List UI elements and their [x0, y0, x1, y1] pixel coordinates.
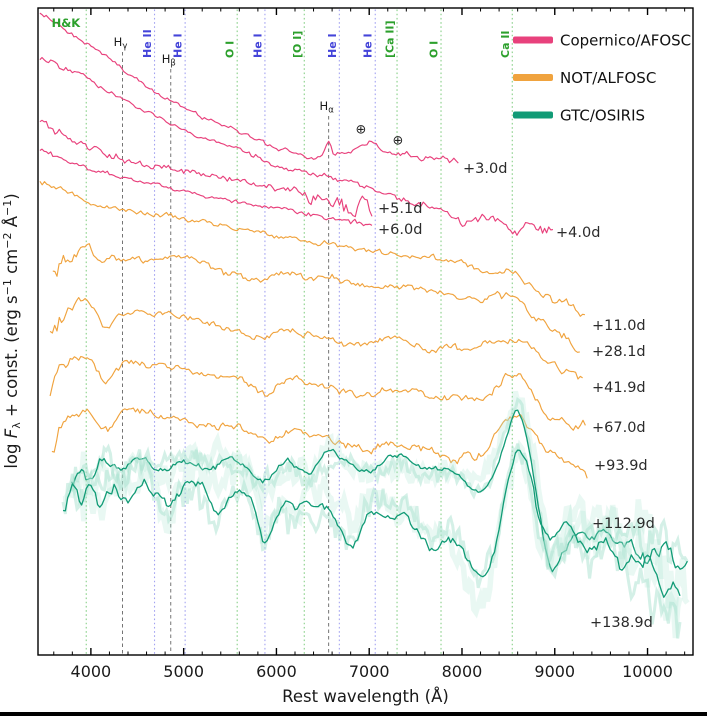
line-label-O I: O I — [428, 41, 441, 58]
spectrum-halo-wide-+112.9d — [68, 390, 690, 618]
spectral-line-markers-group — [85, 9, 513, 654]
y-axis-label-part: log — [2, 438, 21, 468]
y-axis-label-part: + const. (erg s — [2, 295, 21, 422]
legend-label-NOT/ALFOSC: NOT/ALFOSC — [560, 69, 656, 87]
spectrum-+3.0d — [39, 12, 459, 164]
spectrum-+28.1d — [52, 243, 580, 353]
legend-swatch-GTC/OSIRIS — [513, 111, 553, 119]
legend-label-GTC/OSIRIS: GTC/OSIRIS — [560, 107, 645, 125]
phase-label-+28.1d: +28.1d — [592, 344, 646, 360]
line-label-Ca II: Ca II — [499, 30, 512, 58]
y-axis-label-part: Å — [2, 215, 21, 232]
phase-label-+67.0d: +67.0d — [592, 420, 646, 436]
spectrum-+138.9d — [62, 449, 681, 598]
line-label-main: H — [114, 35, 123, 49]
x-tick-label: 9000 — [534, 662, 575, 681]
spectrum-+93.9d — [51, 407, 588, 479]
spectrum-+6.0d — [39, 148, 373, 227]
legend-swatch-Copernico/AFOSC — [513, 36, 553, 44]
line-label-sub: β — [170, 59, 175, 69]
spectrum-+41.9d — [49, 297, 583, 380]
x-axis-label: Rest wavelength (Å) — [282, 687, 449, 706]
phase-label-+93.9d: +93.9d — [594, 458, 648, 474]
bottom-rule — [0, 712, 707, 716]
y-axis-label-part: −2 — [1, 233, 14, 249]
line-label-He I: He I — [251, 33, 264, 58]
spectrum-halo-wide-+138.9d — [62, 439, 683, 639]
legend: Copernico/AFOSC NOT/ALFOSC GTC/OSIRIS — [513, 32, 691, 125]
line-label-main: H — [320, 99, 329, 113]
phase-label-+5.1d: +5.1d — [378, 201, 422, 217]
line-label-He II: He II — [141, 29, 154, 58]
y-axis-label: log Fλ + const. (erg s−1 cm−2 Å−1) — [1, 193, 23, 468]
y-axis-label-part: −1 — [1, 200, 14, 216]
line-label-He I: He I — [362, 33, 375, 58]
spectrum-halo-+138.9d — [61, 443, 682, 639]
y-axis-label-part: cm — [2, 249, 21, 279]
spectrum-+67.0d — [49, 355, 586, 431]
phase-label-+112.9d: +112.9d — [592, 516, 655, 532]
x-tick-label: 10000 — [622, 662, 673, 681]
telluric-symbol: ⊕ — [393, 134, 404, 149]
line-label-Hβ: Hβ — [162, 52, 176, 69]
line-label-Hγ: Hγ — [114, 35, 128, 52]
legend-swatch-NOT/ALFOSC — [513, 74, 553, 81]
phase-label-+6.0d: +6.0d — [378, 222, 422, 238]
line-label-H&K: H&K — [52, 16, 82, 30]
y-axis-label-part: λ — [10, 422, 23, 429]
line-label-He I: He I — [172, 33, 185, 58]
spectra-group — [39, 12, 690, 639]
phase-label-+3.0d: +3.0d — [463, 161, 507, 177]
spectrum-+4.0d — [39, 56, 554, 236]
y-axis-label-part: ) — [2, 193, 21, 199]
ticks-group — [53, 8, 686, 655]
x-tick-label: 5000 — [163, 662, 204, 681]
phase-label-+138.9d: +138.9d — [590, 615, 653, 631]
line-label-He I: He I — [326, 33, 339, 58]
spectrum-+11.0d — [39, 180, 585, 317]
x-tick-label: 7000 — [349, 662, 390, 681]
phase-label-+11.0d: +11.0d — [592, 318, 646, 334]
line-label-main: H — [162, 52, 171, 66]
line-label-sub: γ — [122, 42, 127, 52]
telluric-symbol: ⊕ — [356, 123, 367, 138]
line-label-O I: O I — [224, 41, 237, 58]
line-label-Hα: Hα — [320, 99, 335, 116]
phase-label-+4.0d: +4.0d — [556, 225, 600, 241]
line-label-[O I]: [O I] — [291, 31, 304, 58]
spectrum-+5.1d — [39, 119, 373, 218]
x-tick-label: 4000 — [71, 662, 112, 681]
x-tick-label: 6000 — [256, 662, 297, 681]
legend-label-Copernico/AFOSC: Copernico/AFOSC — [560, 32, 691, 50]
line-label-sub: α — [328, 106, 334, 116]
plot-border — [37, 7, 694, 656]
y-axis-label-part: F — [2, 428, 21, 438]
phase-label-+41.9d: +41.9d — [592, 380, 646, 396]
x-tick-label: 8000 — [442, 662, 483, 681]
line-label-[Ca II]: [Ca II] — [384, 20, 397, 58]
spectrum-+112.9d — [70, 409, 688, 573]
y-axis-label-part: −1 — [1, 279, 14, 295]
